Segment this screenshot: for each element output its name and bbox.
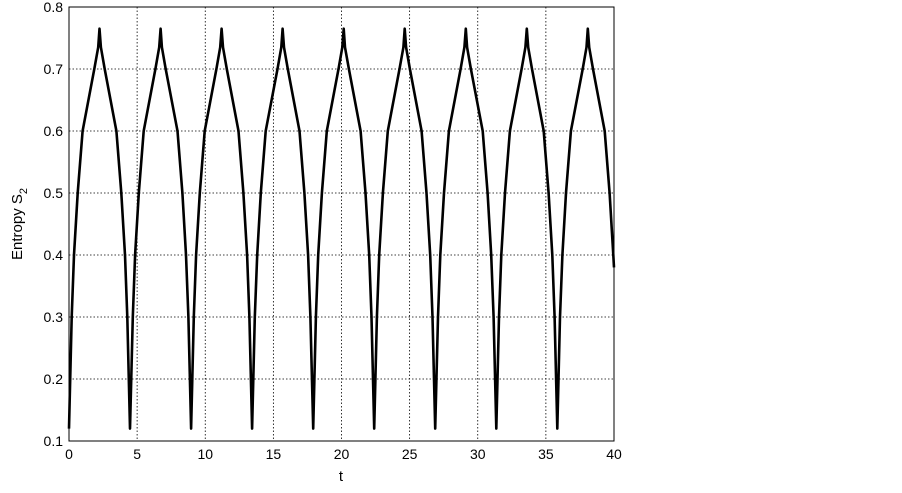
- y-tick-label: 0.1: [44, 433, 64, 449]
- x-tick-label: 10: [197, 446, 213, 462]
- x-tick-label: 35: [538, 446, 554, 462]
- y-tick-label: 0.3: [44, 309, 64, 325]
- y-tick-label: 0.2: [44, 371, 64, 387]
- plot-frame: [68, 6, 615, 442]
- x-axis-label: t: [339, 468, 344, 485]
- x-tick-label: 25: [402, 446, 418, 462]
- y-tick-label: 0.6: [44, 123, 64, 139]
- x-tick-label: 40: [606, 446, 622, 462]
- x-tick-label: 20: [334, 446, 350, 462]
- tick-labels: 0 5 10 15 20 25 30 35 40 0.1 0.2 0.3 0.4 0.5 0.6 0.7 0.8: [44, 0, 622, 462]
- y-tick-label: 0.4: [44, 247, 64, 263]
- series-line: [67, 27, 616, 430]
- y-tick-label: 0.8: [44, 0, 64, 15]
- y-tick-label: 0.7: [44, 61, 64, 77]
- x-tick-label: 30: [470, 446, 486, 462]
- y-tick-label: 0.5: [44, 185, 64, 201]
- x-tick-label: 5: [133, 446, 141, 462]
- x-tick-label: 0: [65, 446, 73, 462]
- y-axis-label: Entropy S2: [9, 188, 30, 260]
- x-tick-label: 15: [266, 446, 282, 462]
